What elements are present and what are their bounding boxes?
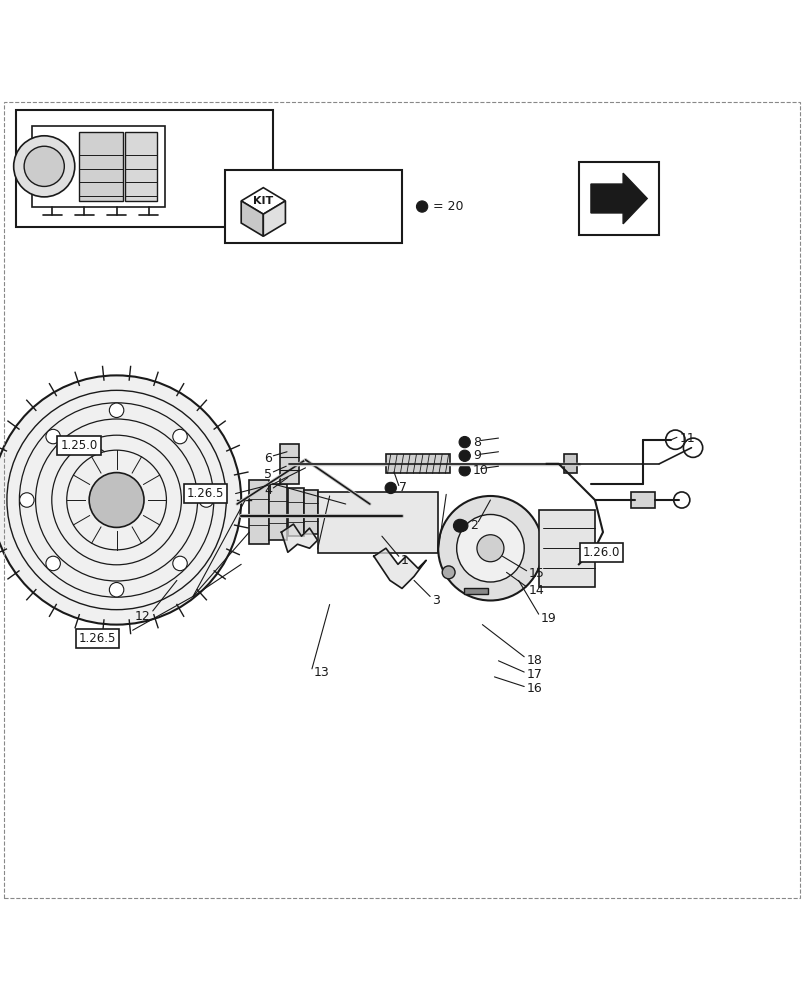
Text: 10: 10	[472, 464, 488, 477]
Text: 19: 19	[540, 612, 556, 625]
Circle shape	[459, 450, 470, 461]
Polygon shape	[241, 201, 263, 236]
Text: 7: 7	[398, 481, 406, 494]
Text: 9: 9	[472, 449, 480, 462]
Text: 15: 15	[528, 567, 544, 580]
Circle shape	[173, 429, 187, 444]
Text: KIT: KIT	[253, 196, 273, 206]
Bar	[287, 488, 304, 536]
Text: 11: 11	[679, 432, 695, 445]
Bar	[269, 484, 287, 540]
Text: 12: 12	[135, 610, 151, 623]
Text: 1.26.0: 1.26.0	[582, 546, 619, 559]
Circle shape	[46, 556, 60, 571]
Text: 1: 1	[400, 554, 408, 567]
Text: = 20: = 20	[432, 200, 463, 213]
Circle shape	[683, 438, 702, 457]
Circle shape	[109, 582, 124, 597]
Circle shape	[24, 146, 64, 186]
Circle shape	[476, 535, 503, 562]
Bar	[630, 492, 654, 508]
Polygon shape	[590, 173, 646, 224]
Bar	[124, 132, 157, 201]
Text: 1.26.5: 1.26.5	[79, 632, 116, 645]
Bar	[385, 454, 450, 473]
Text: 5: 5	[263, 468, 271, 481]
Circle shape	[665, 430, 684, 449]
Bar	[32, 126, 165, 207]
Circle shape	[456, 514, 524, 582]
Text: 3: 3	[432, 594, 440, 607]
Text: 14: 14	[528, 584, 544, 597]
Polygon shape	[373, 548, 426, 588]
Bar	[564, 454, 577, 473]
Circle shape	[14, 136, 75, 197]
Text: 6: 6	[263, 452, 271, 465]
Text: 4: 4	[263, 484, 271, 497]
Circle shape	[459, 436, 470, 448]
Text: 18: 18	[526, 654, 542, 667]
Text: 13: 13	[313, 666, 329, 679]
Circle shape	[19, 493, 34, 507]
Circle shape	[442, 566, 454, 579]
Circle shape	[173, 556, 187, 571]
Text: 1.25.0: 1.25.0	[60, 439, 97, 452]
Bar	[304, 490, 318, 534]
Text: 2: 2	[470, 519, 478, 532]
Circle shape	[109, 403, 124, 418]
Circle shape	[438, 496, 542, 600]
Bar	[578, 162, 658, 235]
Circle shape	[673, 492, 689, 508]
Circle shape	[46, 429, 60, 444]
Bar	[538, 510, 594, 587]
Bar	[463, 588, 487, 594]
Text: 1.26.5: 1.26.5	[186, 487, 223, 500]
Circle shape	[456, 520, 467, 531]
Bar	[279, 444, 299, 484]
Circle shape	[199, 493, 214, 507]
Polygon shape	[281, 524, 317, 552]
Circle shape	[385, 482, 396, 494]
Bar	[79, 132, 123, 201]
Polygon shape	[241, 188, 285, 214]
Circle shape	[89, 473, 144, 527]
Bar	[249, 480, 269, 544]
Text: 16: 16	[526, 682, 542, 695]
Circle shape	[416, 201, 427, 212]
Bar	[16, 110, 273, 227]
Polygon shape	[263, 201, 285, 236]
Bar	[225, 170, 402, 243]
Circle shape	[459, 465, 470, 476]
Text: 17: 17	[526, 668, 542, 681]
Bar	[317, 492, 438, 553]
Circle shape	[0, 375, 241, 625]
Circle shape	[453, 519, 466, 532]
Text: 8: 8	[472, 436, 480, 449]
